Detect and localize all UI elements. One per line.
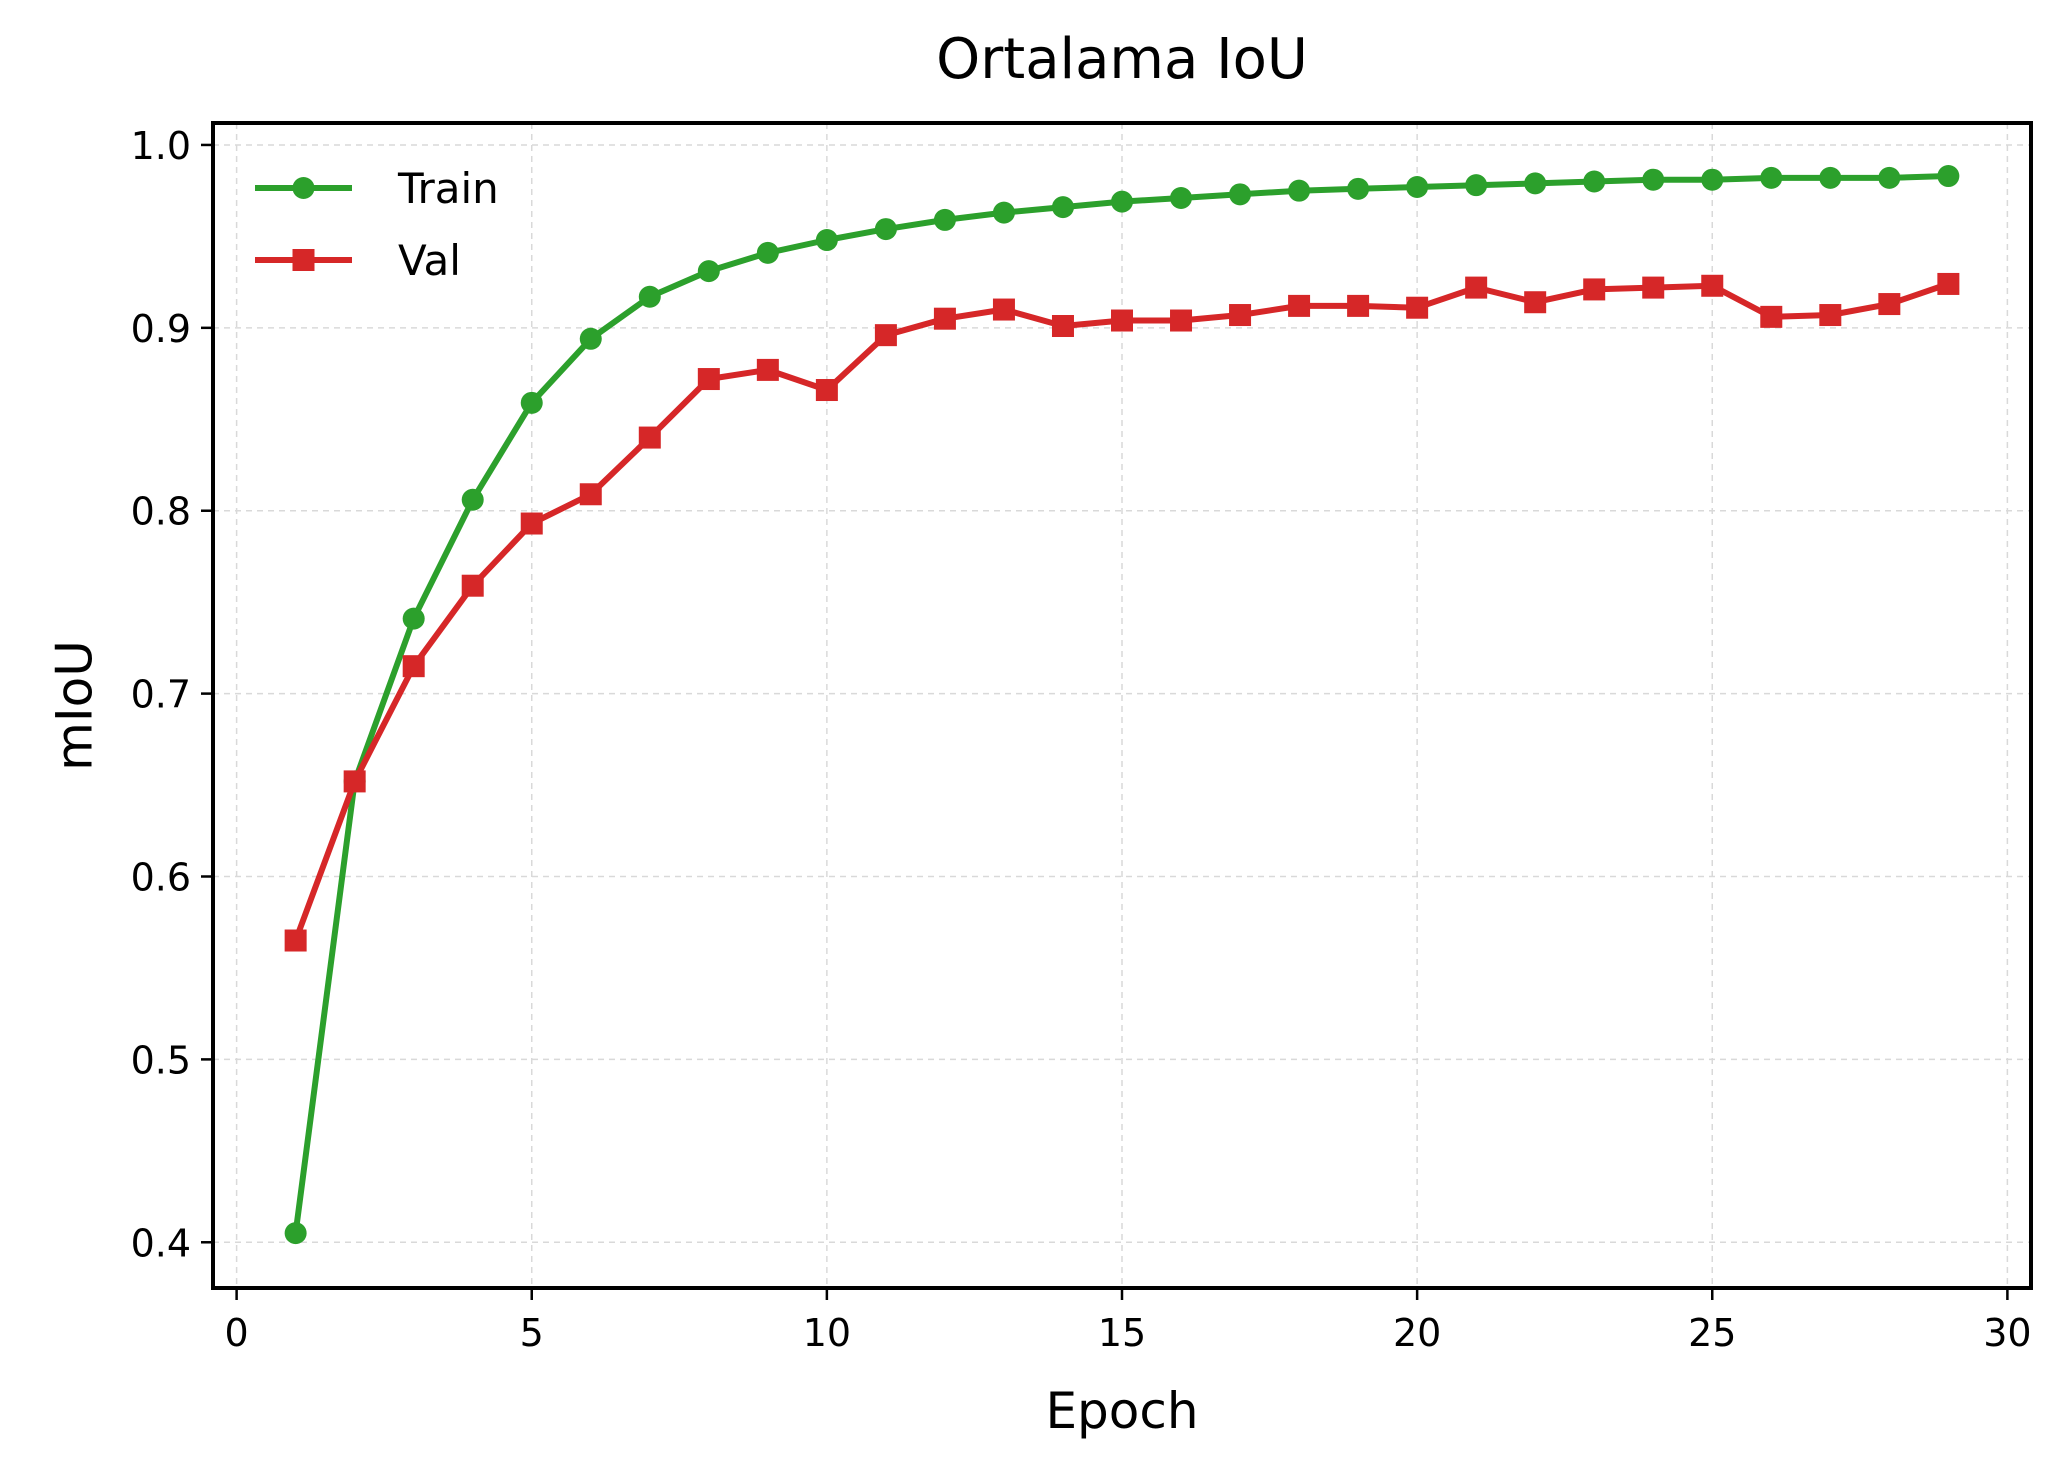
x-tick-label: 15 [1098,1311,1146,1355]
legend-marker [292,177,315,199]
data-point [520,391,543,414]
data-point [1288,179,1311,202]
data-point [1288,294,1311,317]
y-tick-label: 1.0 [131,124,191,168]
data-point [1642,168,1665,191]
data-point [1583,170,1606,193]
x-axis-title: Epoch [1045,1382,1198,1440]
data-point [520,512,543,535]
data-point [1406,296,1429,319]
legend-label: Train [397,164,499,213]
series-val [284,272,1960,952]
data-point [402,607,425,630]
data-point [343,770,366,793]
axes-ticks: 0 5 10 15 20 25 30 0.4 0.5 0.6 0.7 0.8 0.9 1.0 [131,124,2032,1355]
y-tick-label: 0.8 [131,490,191,534]
data-point [1701,274,1724,297]
data-point [1229,304,1252,327]
data-point [697,260,720,283]
y-tick-label: 0.4 [131,1221,191,1265]
data-point [1051,315,1074,338]
legend-item-train: Train [255,164,499,213]
x-tick-label: 0 [225,1311,249,1355]
legend-item-val: Val [255,236,461,285]
y-tick-label: 0.5 [131,1038,191,1082]
data-point [992,298,1015,321]
legend-marker [292,249,315,271]
data-point [1583,278,1606,301]
data-point [461,574,484,597]
data-point [1465,276,1488,299]
x-tick-label: 25 [1688,1311,1736,1355]
data-point [1878,293,1901,316]
y-tick-label: 0.7 [131,673,191,717]
data-point [1878,166,1901,189]
data-point [815,379,838,402]
y-tick-label: 0.6 [131,856,191,900]
chart-title: Ortalama IoU [936,27,1308,92]
data-point [933,208,956,231]
data-point [1819,304,1842,327]
data-point [1760,305,1783,328]
x-tick-label: 5 [520,1311,544,1355]
data-point [933,307,956,330]
data-point [1347,294,1370,317]
y-axis-title: mIoU [46,640,104,771]
data-point [1937,272,1960,295]
data-point [284,1222,307,1245]
data-point [1111,309,1133,332]
data-point [756,241,779,264]
data-point [1524,291,1547,314]
data-point [1170,186,1193,209]
data-point [992,201,1015,224]
data-point [1760,166,1783,189]
data-point [697,368,720,391]
x-tick-label: 30 [1983,1311,2031,1355]
data-point [1642,276,1665,299]
legend-label: Val [398,236,461,285]
data-point [874,218,897,241]
data-point [638,426,661,449]
data-point [756,358,779,381]
data-point [461,488,484,511]
data-point [1819,166,1842,189]
x-tick-label: 10 [803,1311,851,1355]
data-point [1051,196,1074,219]
data-point [1524,172,1547,195]
data-point [402,655,425,678]
x-tick-label: 20 [1393,1311,1441,1355]
data-point [579,483,602,506]
y-tick-label: 0.9 [131,307,191,351]
data-point [638,285,661,308]
data-point [1406,176,1429,199]
data-point [1229,183,1252,206]
data-point [1937,165,1960,188]
data-point [1111,190,1133,213]
grid [213,123,2031,1288]
data-point [1701,168,1724,191]
data-point [1170,309,1193,332]
series-layer [284,165,1960,1245]
data-point [579,327,602,350]
data-point [284,929,307,952]
series-train [284,165,1960,1245]
legend: Train Val [255,164,499,285]
data-point [815,229,838,252]
data-point [1465,174,1488,197]
data-point [1347,177,1370,200]
data-point [874,324,897,347]
